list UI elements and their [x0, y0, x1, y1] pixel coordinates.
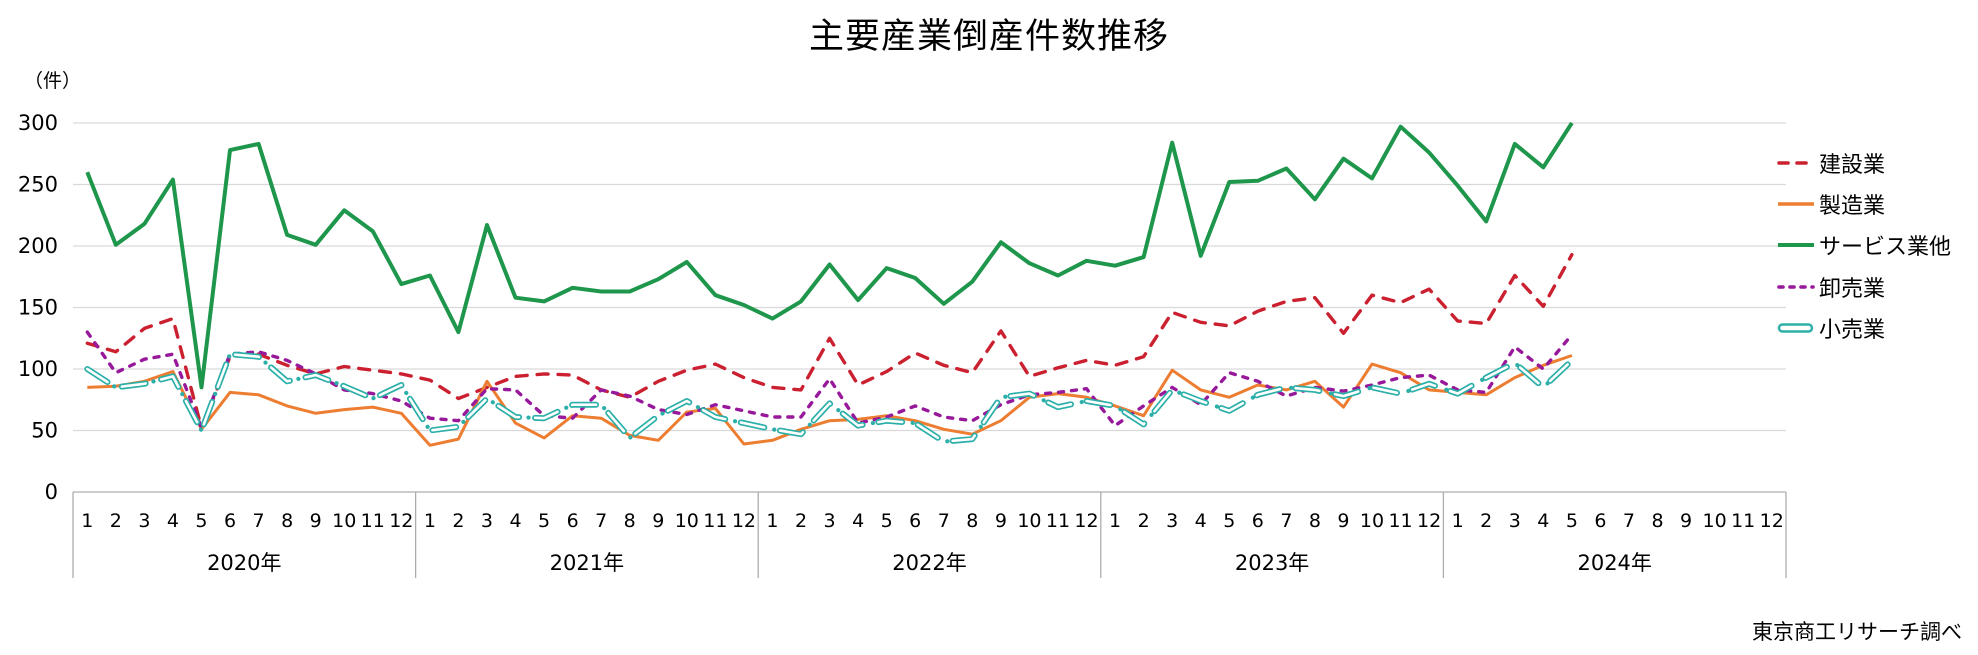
- month-tick-label: 4: [167, 510, 179, 532]
- series-line-construction: [85, 252, 1574, 430]
- legend-item-services: サービス業他: [1776, 231, 1952, 260]
- month-tick-label: 12: [732, 510, 756, 532]
- month-tick-label: 4: [1537, 510, 1549, 532]
- month-tick-label: 12: [1417, 510, 1441, 532]
- legend-label-wholesale: 卸売業: [1819, 277, 1886, 302]
- month-tick-label: 3: [824, 510, 836, 532]
- month-tick-label: 4: [1195, 510, 1207, 532]
- year-tick-label: 2020年: [207, 551, 281, 575]
- series-line-services: [85, 121, 1574, 390]
- month-tick-label: 4: [852, 510, 864, 532]
- month-tick-label: 1: [766, 510, 778, 532]
- legend-item-retail: 小売業: [1776, 314, 1886, 343]
- legend-item-manufacturing: 製造業: [1776, 190, 1886, 219]
- month-tick-label: 10: [675, 510, 699, 532]
- month-tick-label: 7: [938, 510, 950, 532]
- legend-label-manufacturing: 製造業: [1819, 194, 1886, 219]
- month-tick-label: 9: [652, 510, 664, 532]
- y-axis-unit-label: （件）: [24, 70, 82, 92]
- month-tick-label: 12: [389, 510, 413, 532]
- month-tick-label: 10: [1017, 510, 1041, 532]
- month-tick-label: 3: [1166, 510, 1178, 532]
- month-tick-label: 9: [310, 510, 322, 532]
- month-tick-label: 5: [881, 510, 893, 532]
- month-tick-label: 7: [253, 510, 265, 532]
- month-tick-label: 9: [1680, 510, 1692, 532]
- legend-swatch-solid-line-icon: [1778, 243, 1814, 247]
- month-tick-label: 3: [481, 510, 493, 532]
- y-axis-tick-label: 300: [18, 111, 58, 135]
- month-tick-label: 8: [1651, 510, 1663, 532]
- y-axis-tick-label: 0: [45, 480, 58, 504]
- legend-swatch-double-line-icon: [1777, 323, 1814, 333]
- series-line-retail-inner: [86, 352, 1574, 443]
- series-line-wholesale: [85, 330, 1574, 430]
- year-tick-label: 2024年: [1577, 551, 1651, 575]
- series-line-manufacturing: [87, 354, 1573, 447]
- legend-label-services: サービス業他: [1819, 235, 1952, 260]
- month-tick-label: 6: [1252, 510, 1264, 532]
- y-axis-tick-label: 250: [18, 173, 58, 197]
- month-tick-label: 1: [424, 510, 436, 532]
- month-tick-label: 5: [1566, 510, 1578, 532]
- legend-item-wholesale: 卸売業: [1776, 273, 1886, 302]
- year-tick-label: 2021年: [550, 551, 624, 575]
- month-tick-label: 7: [595, 510, 607, 532]
- year-tick-label: 2023年: [1235, 551, 1309, 575]
- month-tick-label: 9: [1337, 510, 1349, 532]
- month-tick-label: 2: [110, 510, 122, 532]
- month-tick-label: 11: [703, 510, 727, 532]
- month-tick-label: 10: [1703, 510, 1727, 532]
- legend-swatch-short-dashed-line-icon: [1777, 285, 1815, 289]
- month-tick-label: 3: [138, 510, 150, 532]
- month-tick-label: 1: [81, 510, 93, 532]
- year-tick-label: 2022年: [892, 551, 966, 575]
- month-tick-label: 10: [332, 510, 356, 532]
- month-tick-label: 7: [1280, 510, 1292, 532]
- legend-item-construction: 建設業: [1776, 149, 1886, 178]
- month-tick-label: 8: [624, 510, 636, 532]
- month-tick-label: 2: [452, 510, 464, 532]
- series-line-retail-dots: [85, 352, 1574, 444]
- legend-label-construction: 建設業: [1819, 153, 1886, 178]
- month-tick-label: 5: [538, 510, 550, 532]
- month-tick-label: 2: [1138, 510, 1150, 532]
- month-tick-label: 6: [224, 510, 236, 532]
- month-tick-label: 8: [281, 510, 293, 532]
- month-tick-label: 10: [1360, 510, 1384, 532]
- month-tick-label: 5: [1223, 510, 1235, 532]
- month-tick-label: 7: [1623, 510, 1635, 532]
- month-tick-label: 11: [1388, 510, 1412, 532]
- y-axis-tick-label: 50: [31, 419, 58, 443]
- month-tick-label: 4: [509, 510, 521, 532]
- month-tick-label: 6: [567, 510, 579, 532]
- month-tick-label: 3: [1509, 510, 1521, 532]
- y-axis-tick-label: 150: [18, 296, 58, 320]
- month-tick-label: 6: [1594, 510, 1606, 532]
- month-tick-label: 12: [1074, 510, 1098, 532]
- month-tick-label: 8: [966, 510, 978, 532]
- month-tick-label: 11: [1046, 510, 1070, 532]
- month-tick-label: 11: [1731, 510, 1755, 532]
- source-note: 東京商工リサーチ調べ: [1752, 620, 1962, 644]
- month-tick-label: 1: [1452, 510, 1464, 532]
- month-tick-label: 11: [361, 510, 385, 532]
- month-tick-label: 1: [1109, 510, 1121, 532]
- legend-label-retail: 小売業: [1819, 318, 1886, 343]
- legend-swatch-dashed-line-icon: [1777, 161, 1815, 165]
- month-tick-label: 2: [795, 510, 807, 532]
- chart-title: 主要産業倒産件数推移: [808, 17, 1169, 57]
- legend-swatch-solid-line-icon: [1778, 202, 1814, 206]
- y-axis-tick-label: 100: [18, 357, 58, 381]
- month-tick-label: 9: [995, 510, 1007, 532]
- month-tick-label: 8: [1309, 510, 1321, 532]
- month-tick-label: 2: [1480, 510, 1492, 532]
- month-tick-label: 6: [909, 510, 921, 532]
- month-tick-label: 12: [1760, 510, 1784, 532]
- y-axis-tick-label: 200: [18, 234, 58, 258]
- month-tick-label: 5: [195, 510, 207, 532]
